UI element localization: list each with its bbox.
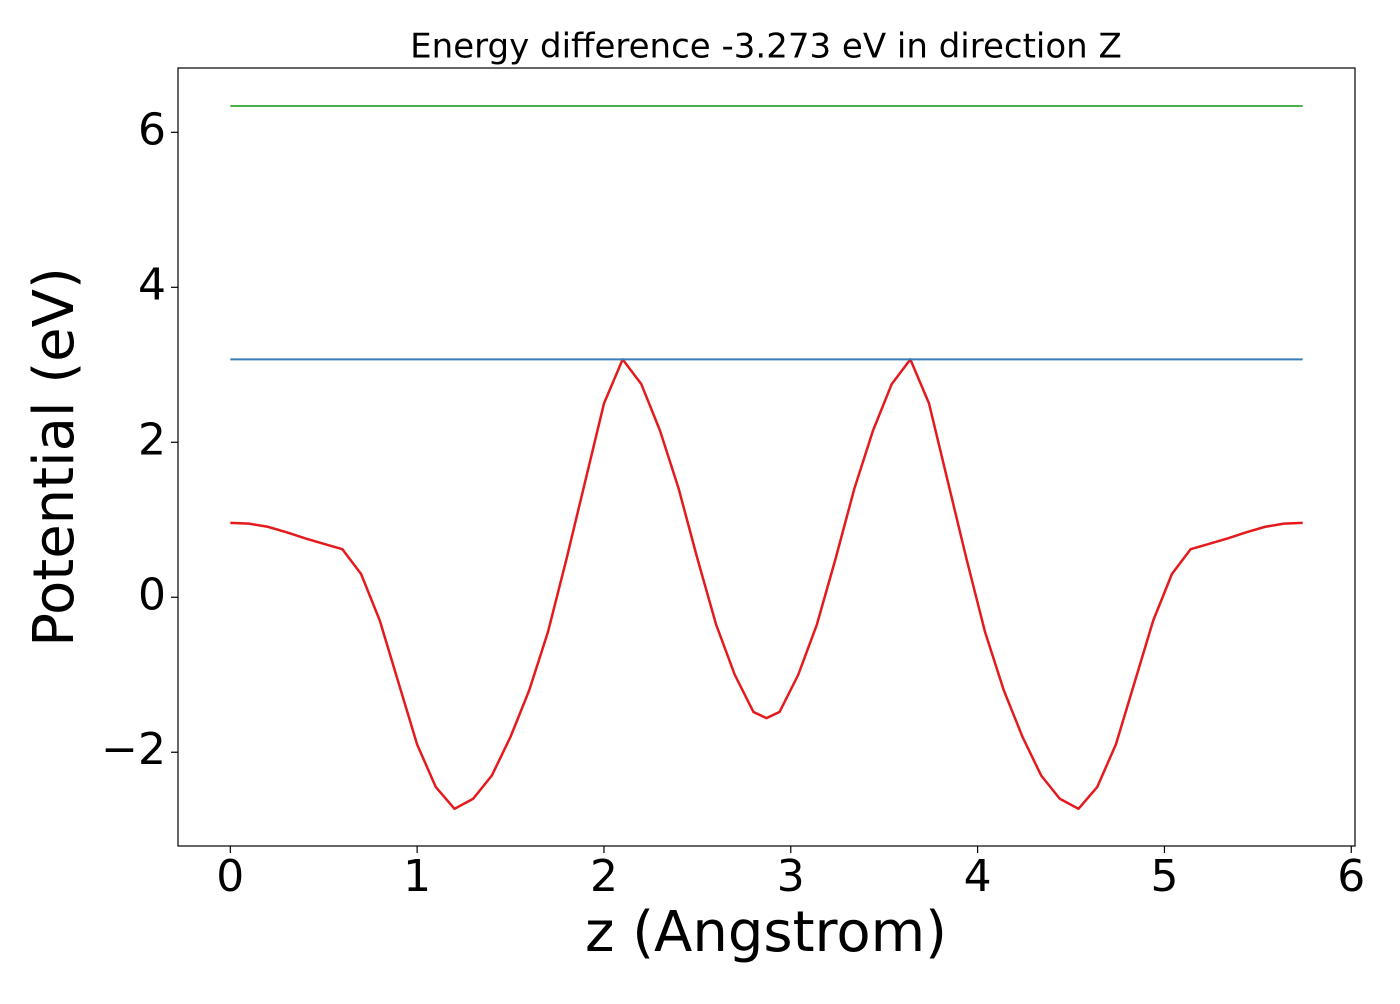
x-tick-label: 2 bbox=[590, 851, 618, 902]
y-tick-label: 6 bbox=[138, 104, 166, 155]
x-tick-label: 4 bbox=[964, 851, 992, 902]
x-tick-label: 5 bbox=[1150, 851, 1178, 902]
y-tick-label: −2 bbox=[101, 724, 166, 775]
y-tick-label: 2 bbox=[138, 414, 166, 465]
x-tick-label: 6 bbox=[1337, 851, 1365, 902]
data-line bbox=[230, 358, 1303, 811]
plot-frame bbox=[177, 67, 1356, 847]
y-tick-label: 0 bbox=[138, 569, 166, 620]
x-tick-label: 1 bbox=[403, 851, 431, 902]
y-axis-label: Potential (eV) bbox=[22, 267, 87, 647]
x-tick-label: 3 bbox=[777, 851, 805, 902]
y-tick-label: 4 bbox=[138, 259, 166, 310]
chart-title: Energy difference -3.273 eV in direction… bbox=[410, 27, 1122, 67]
x-axis-label: z (Angstrom) bbox=[585, 900, 947, 965]
x-tick-label: 0 bbox=[216, 851, 244, 902]
